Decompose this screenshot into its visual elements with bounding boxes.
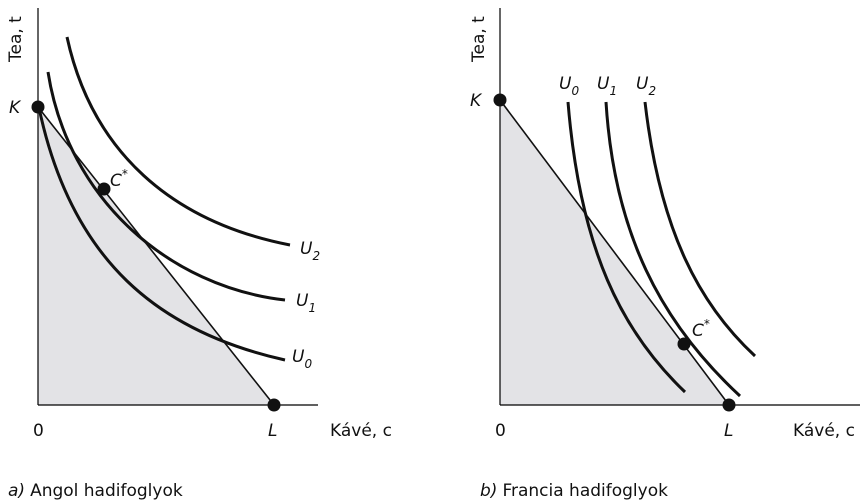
indifference-curve xyxy=(643,101,757,358)
curve-label: U2 xyxy=(300,239,320,263)
indifference-curve xyxy=(36,102,286,362)
label-sup: * xyxy=(122,167,128,181)
curve-label: U1 xyxy=(597,74,617,98)
panel-a: Tea, t Kávé, c 0 L K C* U2 U1 U0 a) Angol… xyxy=(6,8,392,501)
caption-text: Francia hadifoglyok xyxy=(502,481,668,501)
y-axis-label: Tea, t xyxy=(6,16,26,63)
origin-label: 0 xyxy=(33,421,44,441)
label-main: C xyxy=(692,321,704,341)
label-main: U xyxy=(559,74,572,94)
caption: a) Angol hadifoglyok xyxy=(8,481,183,501)
label-sub: 2 xyxy=(312,249,320,263)
point xyxy=(97,182,111,196)
point xyxy=(722,398,736,412)
point-label: L xyxy=(724,421,733,441)
curve-label: U0 xyxy=(292,347,312,371)
point-label: L xyxy=(268,421,277,441)
point-label: K xyxy=(470,91,483,111)
label-main: C xyxy=(110,171,122,191)
label-main: U xyxy=(597,74,610,94)
point-label: C* xyxy=(110,167,128,191)
point xyxy=(493,93,507,107)
x-axis-label: Kávé, c xyxy=(793,421,855,441)
x-axis-label: Kávé, c xyxy=(330,421,392,441)
label-main: U xyxy=(300,239,313,259)
point xyxy=(677,337,691,351)
y-axis-label: Tea, t xyxy=(469,16,489,63)
label-main: U xyxy=(636,74,649,94)
point xyxy=(31,100,45,114)
indifference-curve xyxy=(65,36,291,247)
curve-label: U2 xyxy=(636,74,656,98)
label-sub: 1 xyxy=(609,84,617,98)
label-main: U xyxy=(296,291,309,311)
panel-b: Tea, t Kávé, c 0 L K C* U0 U1 U2 b) Franc… xyxy=(469,8,860,501)
budget-line xyxy=(499,99,730,406)
label-sub: 0 xyxy=(304,357,312,371)
budget-line xyxy=(37,106,275,406)
caption-text: Angol hadifoglyok xyxy=(30,481,183,501)
indifference-curve xyxy=(46,71,286,302)
point-label: K xyxy=(9,98,22,118)
curve-label: U0 xyxy=(559,74,579,98)
indifference-curve xyxy=(566,101,687,394)
origin-label: 0 xyxy=(495,421,506,441)
point-label: C* xyxy=(692,317,710,341)
caption-letter: a) xyxy=(8,481,25,501)
indifference-curve xyxy=(604,101,742,398)
label-sub: 0 xyxy=(571,84,579,98)
point xyxy=(267,398,281,412)
label-sub: 2 xyxy=(648,84,656,98)
curve-label: U1 xyxy=(296,291,316,315)
caption: b) Francia hadifoglyok xyxy=(480,481,668,501)
label-sup: * xyxy=(704,317,710,331)
caption-letter: b) xyxy=(480,481,497,501)
label-main: U xyxy=(292,347,305,367)
label-sub: 1 xyxy=(308,301,316,315)
